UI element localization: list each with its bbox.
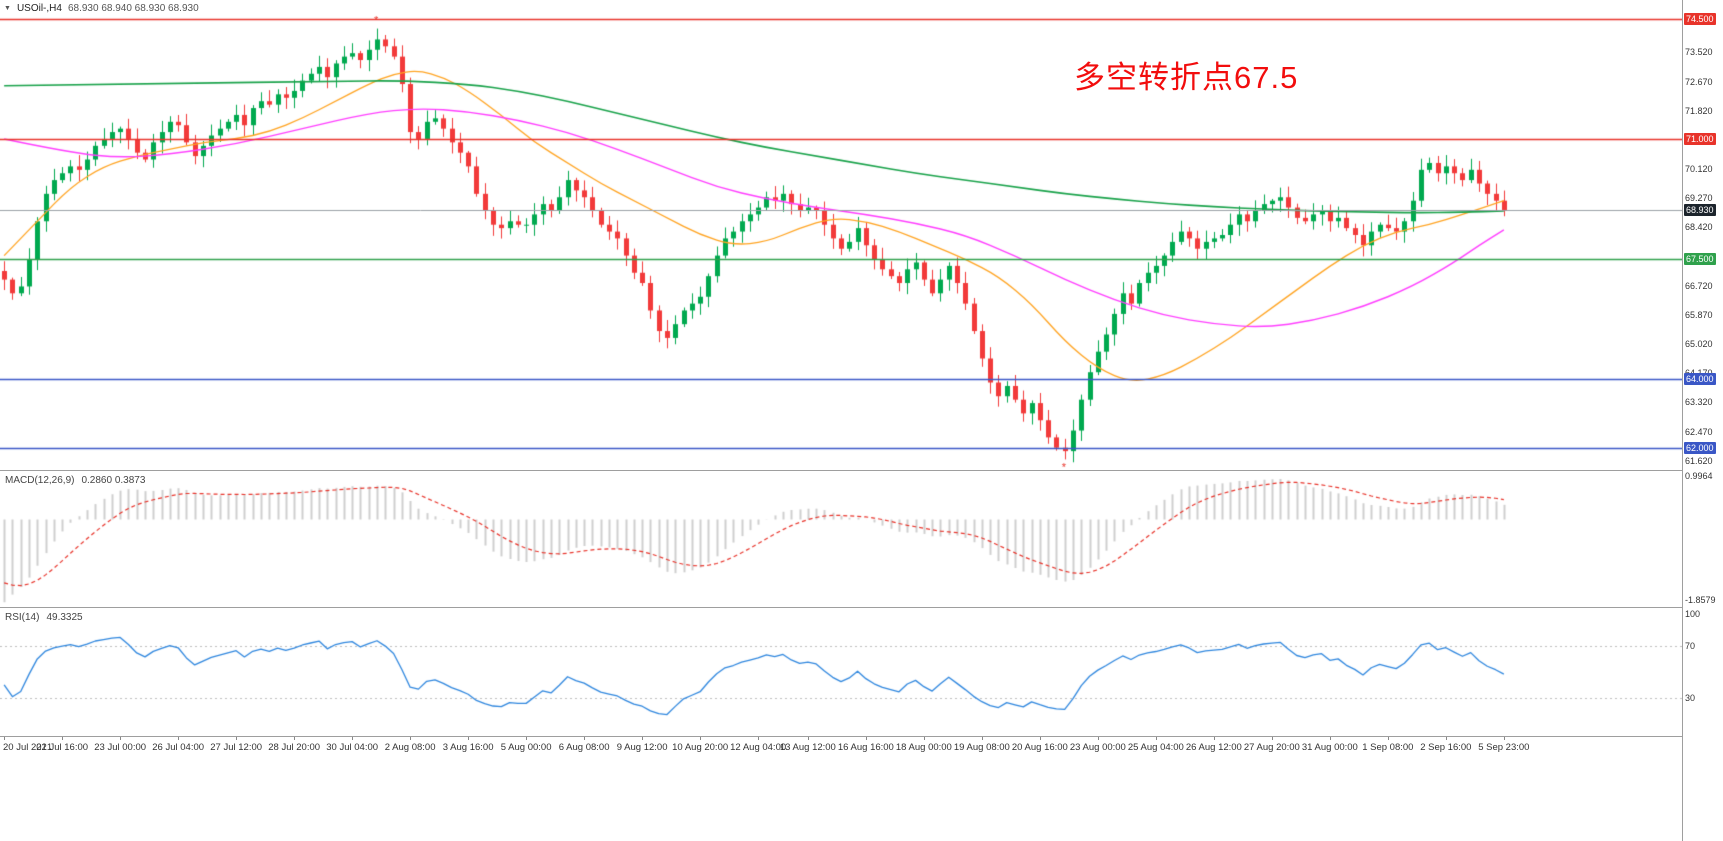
time-tick	[1040, 737, 1041, 740]
price-tick: 65.020	[1685, 339, 1713, 350]
price-tick: 63.320	[1685, 397, 1713, 408]
time-axis[interactable]: 20 Jul 2021 21 Jul 16:00 23 Jul 00:00 26 Ju…	[0, 737, 1682, 759]
price-chart-canvas[interactable]	[0, 0, 1682, 470]
time-tick	[236, 737, 237, 740]
time-label: 2 Sep 16:00	[1420, 742, 1472, 753]
macd-indicator-values: 0.2860 0.3873	[81, 475, 146, 486]
time-label: 20 Aug 16:00	[1011, 742, 1068, 753]
time-tick	[1098, 737, 1099, 740]
chart-annotation-text[interactable]: 多空转折点67.5	[1074, 60, 1299, 95]
price-tick: 70.120	[1685, 164, 1713, 175]
time-label: 6 Aug 08:00	[558, 742, 610, 753]
time-label: 13 Aug 12:00	[779, 742, 836, 753]
rsi-panel-canvas[interactable]	[0, 608, 1682, 736]
price-level-label: 62.000	[1684, 441, 1716, 454]
price-tick: 65.870	[1685, 309, 1713, 320]
panel-divider	[0, 736, 1723, 737]
time-label: 25 Aug 04:00	[1127, 742, 1184, 753]
macd-indicator-name: MACD(12,26,9)	[5, 475, 75, 486]
time-tick	[178, 737, 179, 740]
price-tick: 62.470	[1685, 426, 1713, 437]
time-label: 9 Aug 12:00	[616, 742, 668, 753]
time-tick	[352, 737, 353, 740]
time-tick	[294, 737, 295, 740]
time-label: 18 Aug 00:00	[895, 742, 952, 753]
time-label: 31 Aug 00:00	[1301, 742, 1358, 753]
macd-panel-canvas[interactable]	[0, 471, 1682, 607]
price-tick: 69.270	[1685, 193, 1713, 204]
time-label: 27 Aug 20:00	[1243, 742, 1300, 753]
time-tick	[526, 737, 527, 740]
time-tick	[410, 737, 411, 740]
time-tick	[1272, 737, 1273, 740]
time-label: 5 Aug 00:00	[500, 742, 552, 753]
price-tick: 73.520	[1685, 47, 1713, 58]
time-label: 1 Sep 08:00	[1362, 742, 1414, 753]
price-tick: 68.420	[1685, 222, 1713, 233]
time-tick	[758, 737, 759, 740]
time-tick	[120, 737, 121, 740]
time-label: 5 Sep 23:00	[1478, 742, 1530, 753]
rsi-axis-label: 100	[1685, 609, 1701, 619]
time-tick	[62, 737, 63, 740]
macd-axis-min-label: -1.8579	[1685, 594, 1716, 605]
rsi-indicator-name: RSI(14)	[5, 612, 40, 623]
time-tick	[866, 737, 867, 740]
time-label: 20 Jul 2021	[3, 742, 53, 753]
time-label: 21 Jul 16:00	[36, 742, 89, 753]
price-level-label: 64.000	[1684, 373, 1716, 386]
price-tick: 61.620	[1685, 455, 1713, 466]
time-tick	[808, 737, 809, 740]
price-tick: 66.720	[1685, 280, 1713, 291]
panel-divider[interactable]	[0, 607, 1723, 608]
macd-axis-max-label: 0.9964	[1685, 471, 1713, 482]
rsi-indicator-value: 49.3325	[46, 612, 83, 623]
time-label: 23 Jul 00:00	[94, 742, 147, 753]
chart-header: ▼ USOil-,H4 68.930 68.940 68.930 68.930	[4, 3, 199, 14]
time-label: 26 Aug 12:00	[1185, 742, 1242, 753]
time-label: 19 Aug 08:00	[953, 742, 1010, 753]
time-label: 3 Aug 16:00	[442, 742, 494, 753]
price-tick: 71.820	[1685, 105, 1713, 116]
time-label: 10 Aug 20:00	[672, 742, 729, 753]
time-tick	[4, 737, 5, 740]
rsi-axis-label: 30	[1685, 692, 1696, 703]
rsi-axis-label: 70	[1685, 641, 1696, 652]
time-tick	[468, 737, 469, 740]
macd-label: MACD(12,26,9) 0.2860 0.3873	[5, 475, 145, 486]
panel-divider[interactable]	[0, 470, 1723, 471]
time-label: 28 Jul 20:00	[268, 742, 321, 753]
time-tick	[700, 737, 701, 740]
price-axis[interactable]: 73.520 72.670 71.820 70.120 69.270 68.420 66.7…	[1682, 0, 1723, 841]
time-tick	[1214, 737, 1215, 740]
ohlc-values: 68.930 68.940 68.930 68.930	[67, 3, 199, 14]
time-label: 2 Aug 08:00	[384, 742, 436, 753]
price-level-label: 74.500	[1684, 12, 1716, 25]
price-level-label: 67.500	[1684, 253, 1716, 265]
time-tick	[1330, 737, 1331, 740]
time-tick	[1446, 737, 1447, 740]
time-tick	[982, 737, 983, 740]
time-label: 30 Jul 04:00	[326, 742, 379, 753]
current-price-label: 68.930	[1684, 203, 1716, 216]
time-label: 23 Aug 00:00	[1069, 742, 1126, 753]
price-level-label: 71.000	[1684, 132, 1716, 145]
symbol-timeframe-title: USOil-,H4	[16, 3, 62, 14]
time-tick	[1156, 737, 1157, 740]
time-tick	[1504, 737, 1505, 740]
time-label: 16 Aug 16:00	[837, 742, 894, 753]
rsi-label: RSI(14) 49.3325	[5, 612, 83, 623]
symbol-dropdown-icon[interactable]: ▼	[4, 5, 11, 12]
time-label: 26 Jul 04:00	[152, 742, 205, 753]
time-tick	[924, 737, 925, 740]
time-tick	[642, 737, 643, 740]
time-label: 12 Aug 04:00	[730, 742, 787, 753]
time-tick	[584, 737, 585, 740]
price-tick: 72.670	[1685, 76, 1713, 87]
time-label: 27 Jul 12:00	[210, 742, 263, 753]
time-tick	[1388, 737, 1389, 740]
